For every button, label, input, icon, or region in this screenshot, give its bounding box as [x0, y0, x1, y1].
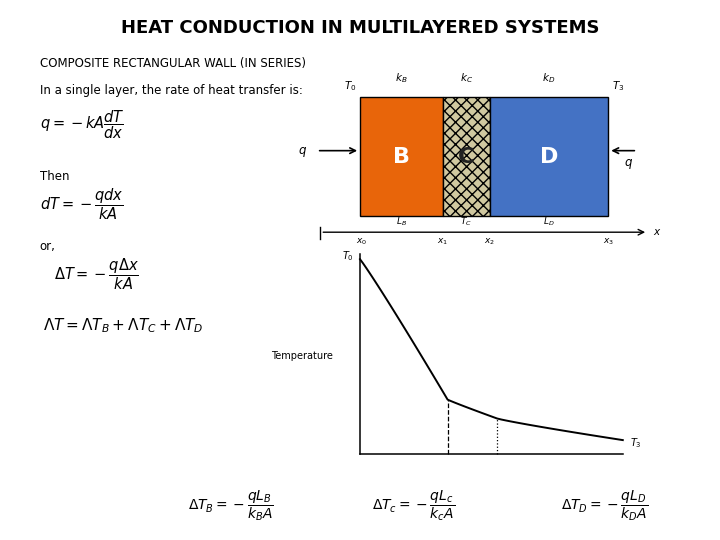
Text: $\Delta T_D = -\dfrac{qL_D}{k_D A}$: $\Delta T_D = -\dfrac{qL_D}{k_D A}$: [561, 489, 649, 523]
Text: $x_0$: $x_0$: [356, 237, 367, 247]
Bar: [490, 97, 608, 216]
Text: x: x: [653, 227, 660, 237]
Text: $T_0$: $T_0$: [344, 79, 356, 93]
Text: $x_2$: $x_2$: [484, 237, 495, 247]
Text: $L_D$: $L_D$: [543, 216, 555, 228]
Text: B: B: [393, 146, 410, 167]
Text: $\Delta T = -\dfrac{q\Delta x}{kA}$: $\Delta T = -\dfrac{q\Delta x}{kA}$: [54, 256, 139, 292]
Text: $T_3$: $T_3$: [612, 79, 624, 93]
Text: or,: or,: [40, 240, 55, 253]
Bar: [443, 97, 490, 216]
Text: $\Lambda T = \Lambda T_B + \Lambda T_C + \Lambda T_D$: $\Lambda T = \Lambda T_B + \Lambda T_C +…: [43, 316, 204, 335]
Text: Temperature: Temperature: [271, 352, 333, 361]
Text: COMPOSITE RECTANGULAR WALL (IN SERIES): COMPOSITE RECTANGULAR WALL (IN SERIES): [40, 57, 305, 70]
Text: $x_1$: $x_1$: [437, 237, 449, 247]
Text: D: D: [540, 146, 558, 167]
Text: Then: Then: [40, 170, 69, 183]
Text: $L_B$: $L_B$: [396, 216, 407, 228]
Text: $T_3$: $T_3$: [630, 436, 642, 450]
Text: $q = -kA\dfrac{dT}{dx}$: $q = -kA\dfrac{dT}{dx}$: [40, 108, 125, 140]
Text: $k_C$: $k_C$: [459, 71, 473, 85]
Text: $x_3$: $x_3$: [603, 237, 614, 247]
Bar: [360, 97, 443, 216]
Text: C: C: [458, 146, 474, 167]
Text: $T_0$: $T_0$: [343, 249, 354, 264]
Text: $k_D$: $k_D$: [542, 71, 556, 85]
Text: $\Delta T_c = -\dfrac{qL_c}{k_c A}$: $\Delta T_c = -\dfrac{qL_c}{k_c A}$: [372, 489, 456, 523]
Text: $dT = -\dfrac{qdx}{kA}$: $dT = -\dfrac{qdx}{kA}$: [40, 186, 123, 222]
Text: $k_B$: $k_B$: [395, 71, 408, 85]
Text: HEAT CONDUCTION IN MULTILAYERED SYSTEMS: HEAT CONDUCTION IN MULTILAYERED SYSTEMS: [121, 19, 599, 37]
Text: q: q: [299, 144, 306, 157]
Text: $\Delta T_B = -\dfrac{qL_B}{k_B A}$: $\Delta T_B = -\dfrac{qL_B}{k_B A}$: [187, 489, 274, 523]
Text: In a single layer, the rate of heat transfer is:: In a single layer, the rate of heat tran…: [40, 84, 302, 97]
Text: q: q: [624, 156, 631, 169]
Text: $T_C$: $T_C$: [460, 216, 472, 228]
